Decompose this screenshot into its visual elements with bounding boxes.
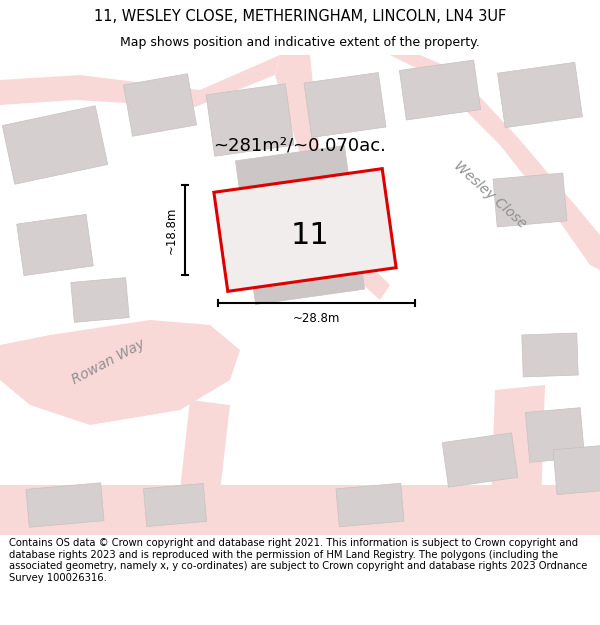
Polygon shape <box>553 446 600 494</box>
Text: 11: 11 <box>290 221 329 249</box>
Polygon shape <box>493 173 567 227</box>
Text: ~18.8m: ~18.8m <box>164 206 178 254</box>
Polygon shape <box>206 84 294 156</box>
Polygon shape <box>390 55 600 270</box>
Polygon shape <box>17 214 93 276</box>
Polygon shape <box>2 106 107 184</box>
Polygon shape <box>490 385 545 535</box>
Polygon shape <box>0 320 240 425</box>
Text: Wesley Close: Wesley Close <box>451 159 529 231</box>
Polygon shape <box>336 483 404 527</box>
Polygon shape <box>0 55 280 115</box>
Polygon shape <box>275 55 390 300</box>
Text: ~28.8m: ~28.8m <box>293 312 340 326</box>
Polygon shape <box>26 482 104 528</box>
Text: Rowan Way: Rowan Way <box>69 337 147 387</box>
Text: Map shows position and indicative extent of the property.: Map shows position and indicative extent… <box>120 36 480 49</box>
Polygon shape <box>442 433 518 487</box>
Text: 11, WESLEY CLOSE, METHERINGHAM, LINCOLN, LN4 3UF: 11, WESLEY CLOSE, METHERINGHAM, LINCOLN,… <box>94 9 506 24</box>
Polygon shape <box>0 485 600 535</box>
Polygon shape <box>175 400 230 535</box>
Polygon shape <box>143 484 206 526</box>
Polygon shape <box>124 74 197 136</box>
Polygon shape <box>235 146 365 304</box>
Polygon shape <box>497 62 583 127</box>
Text: Contains OS data © Crown copyright and database right 2021. This information is : Contains OS data © Crown copyright and d… <box>9 538 587 583</box>
Polygon shape <box>526 408 584 462</box>
Polygon shape <box>522 333 578 377</box>
Text: ~281m²/~0.070ac.: ~281m²/~0.070ac. <box>214 136 386 154</box>
Polygon shape <box>71 278 129 322</box>
Polygon shape <box>304 72 386 138</box>
Polygon shape <box>214 169 396 291</box>
Polygon shape <box>400 60 481 120</box>
